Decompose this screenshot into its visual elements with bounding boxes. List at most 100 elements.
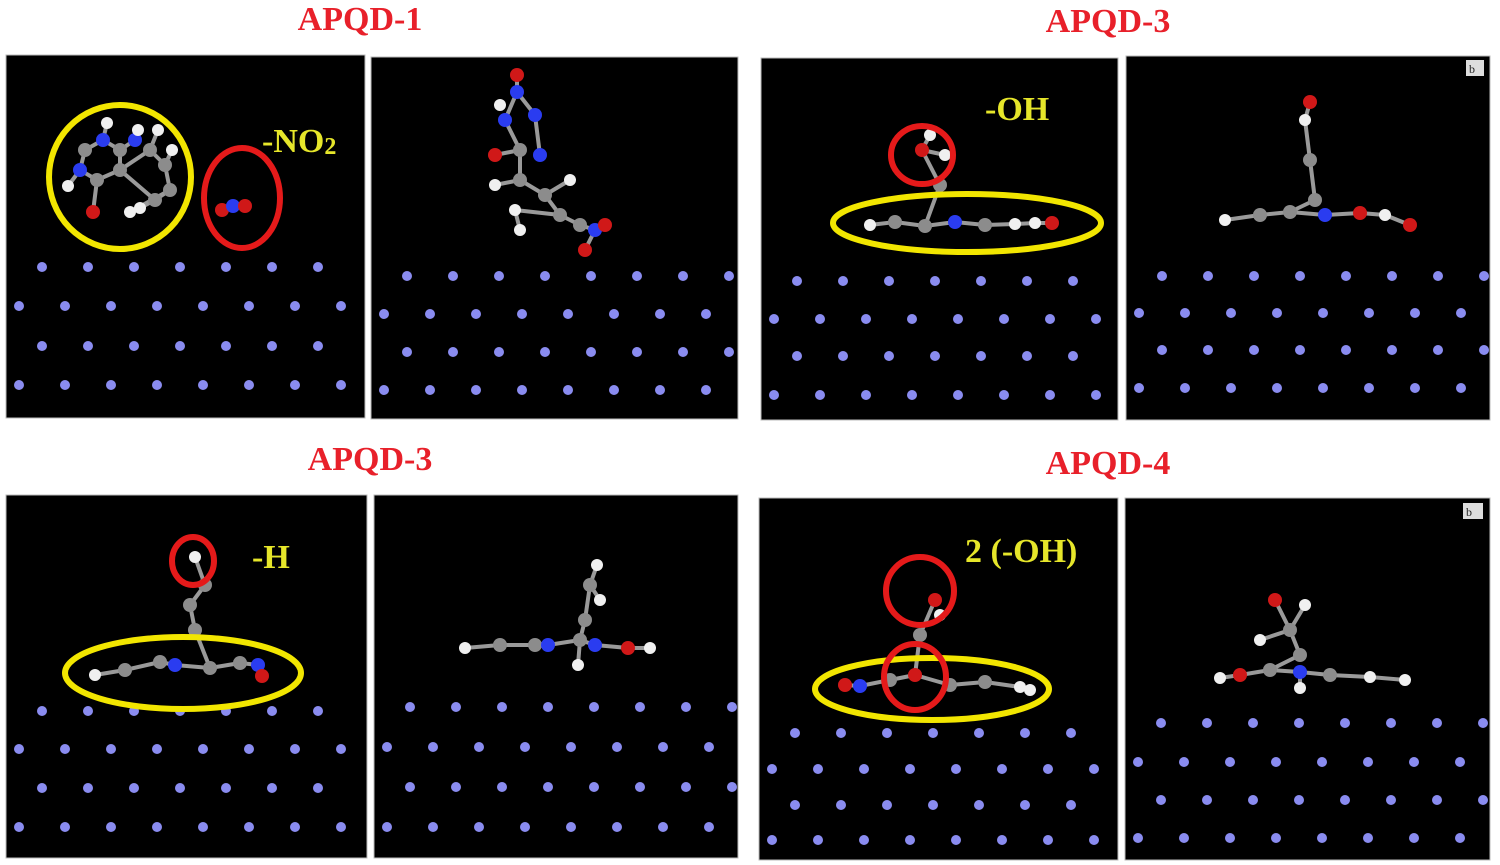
substrate-atom	[1091, 314, 1101, 324]
substrate-atom	[1203, 271, 1213, 281]
substrate-atom	[221, 341, 231, 351]
substrate-atom	[402, 271, 412, 281]
highlight-ring-ring-plane	[62, 634, 304, 712]
simulation-panel	[760, 57, 1119, 421]
substrate-atom	[543, 782, 553, 792]
substrate-atom	[1225, 757, 1235, 767]
substrate-atom	[1294, 718, 1304, 728]
substrate-atom	[632, 271, 642, 281]
substrate-atom	[1432, 718, 1442, 728]
substrate-atom	[1433, 345, 1443, 355]
carbon-atom	[888, 215, 902, 229]
simulation-panel	[373, 494, 739, 859]
carbon-atom	[978, 218, 992, 232]
carbon-atom	[978, 675, 992, 689]
carbon-atom	[573, 633, 587, 647]
annotation-oh: -OH	[985, 91, 1049, 128]
substrate-atom	[701, 385, 711, 395]
substrate-atom	[1386, 795, 1396, 805]
substrate-atom	[974, 728, 984, 738]
substrate-atom	[1068, 351, 1078, 361]
substrate-atom	[543, 702, 553, 712]
substrate-atom	[1318, 383, 1328, 393]
hydrogen-atom	[1294, 682, 1306, 694]
carbon-atom	[113, 143, 127, 157]
substrate-atom	[1134, 383, 1144, 393]
substrate-atom	[382, 742, 392, 752]
substrate-atom	[790, 800, 800, 810]
nitrogen-atom	[510, 85, 524, 99]
substrate-atom	[678, 347, 688, 357]
substrate-atom	[974, 800, 984, 810]
carbon-atom	[203, 661, 217, 675]
oxygen-atom	[1403, 218, 1417, 232]
substrate-atom	[1456, 308, 1466, 318]
carbon-atom	[513, 173, 527, 187]
substrate-atom	[1043, 835, 1053, 845]
substrate-atom	[701, 309, 711, 319]
substrate-atom	[152, 822, 162, 832]
substrate-atom	[1179, 833, 1189, 843]
substrate-atom	[1020, 800, 1030, 810]
substrate-atom	[767, 764, 777, 774]
hydrogen-atom	[1299, 114, 1311, 126]
substrate-atom	[382, 822, 392, 832]
carbon-atom	[148, 193, 162, 207]
oxygen-atom	[488, 148, 502, 162]
highlight-ring-ring-plane	[830, 191, 1104, 255]
molecule-model	[1214, 593, 1411, 694]
hydrogen-atom	[1014, 681, 1026, 693]
oxygen-atom	[1233, 668, 1247, 682]
substrate-atom	[336, 380, 346, 390]
substrate-atom	[1409, 833, 1419, 843]
substrate-atom	[1020, 728, 1030, 738]
carbon-atom	[153, 655, 167, 669]
substrate-atom	[861, 390, 871, 400]
carbon-atom	[513, 143, 527, 157]
substrate-atom	[152, 380, 162, 390]
substrate-atom	[1248, 718, 1258, 728]
hydrogen-atom	[166, 144, 178, 156]
hydrogen-atom	[134, 202, 146, 214]
corner-tag-b: b	[1466, 505, 1472, 519]
substrate-atom	[815, 390, 825, 400]
substrate-atom	[37, 262, 47, 272]
substrate-atom	[520, 822, 530, 832]
substrate-atom	[907, 390, 917, 400]
substrate-atom	[953, 390, 963, 400]
hydrogen-atom	[124, 206, 136, 218]
substrate-atom	[448, 271, 458, 281]
substrate-atom	[928, 728, 938, 738]
highlight-ring-oh-upper	[883, 554, 957, 628]
carbon-atom	[538, 188, 552, 202]
simulation-panel	[1124, 497, 1491, 861]
substrate-atom	[999, 314, 1009, 324]
substrate-atom	[14, 380, 24, 390]
substrate-atom	[60, 822, 70, 832]
hydrogen-atom	[514, 224, 526, 236]
oxygen-atom	[928, 593, 942, 607]
substrate-atom	[290, 380, 300, 390]
substrate-atom	[1248, 795, 1258, 805]
hydrogen-atom	[132, 124, 144, 136]
substrate-atom	[1066, 800, 1076, 810]
nitrogen-atom	[533, 148, 547, 162]
substrate-atom	[221, 262, 231, 272]
substrate-atom	[882, 728, 892, 738]
hydrogen-atom	[62, 180, 74, 192]
carbon-atom	[1253, 208, 1267, 222]
substrate-atom	[494, 271, 504, 281]
hydrogen-atom	[459, 642, 471, 654]
carbon-atom	[493, 638, 507, 652]
molecule-model	[488, 68, 612, 257]
substrate-atom	[1478, 718, 1488, 728]
substrate-atom	[198, 822, 208, 832]
substrate-atom	[563, 385, 573, 395]
substrate-atom	[497, 702, 507, 712]
substrate-atom	[658, 822, 668, 832]
nitrogen-atom	[73, 163, 87, 177]
substrate-atom	[724, 347, 734, 357]
substrate-atom	[474, 742, 484, 752]
substrate-atom	[1478, 795, 1488, 805]
substrate-atom	[612, 742, 622, 752]
